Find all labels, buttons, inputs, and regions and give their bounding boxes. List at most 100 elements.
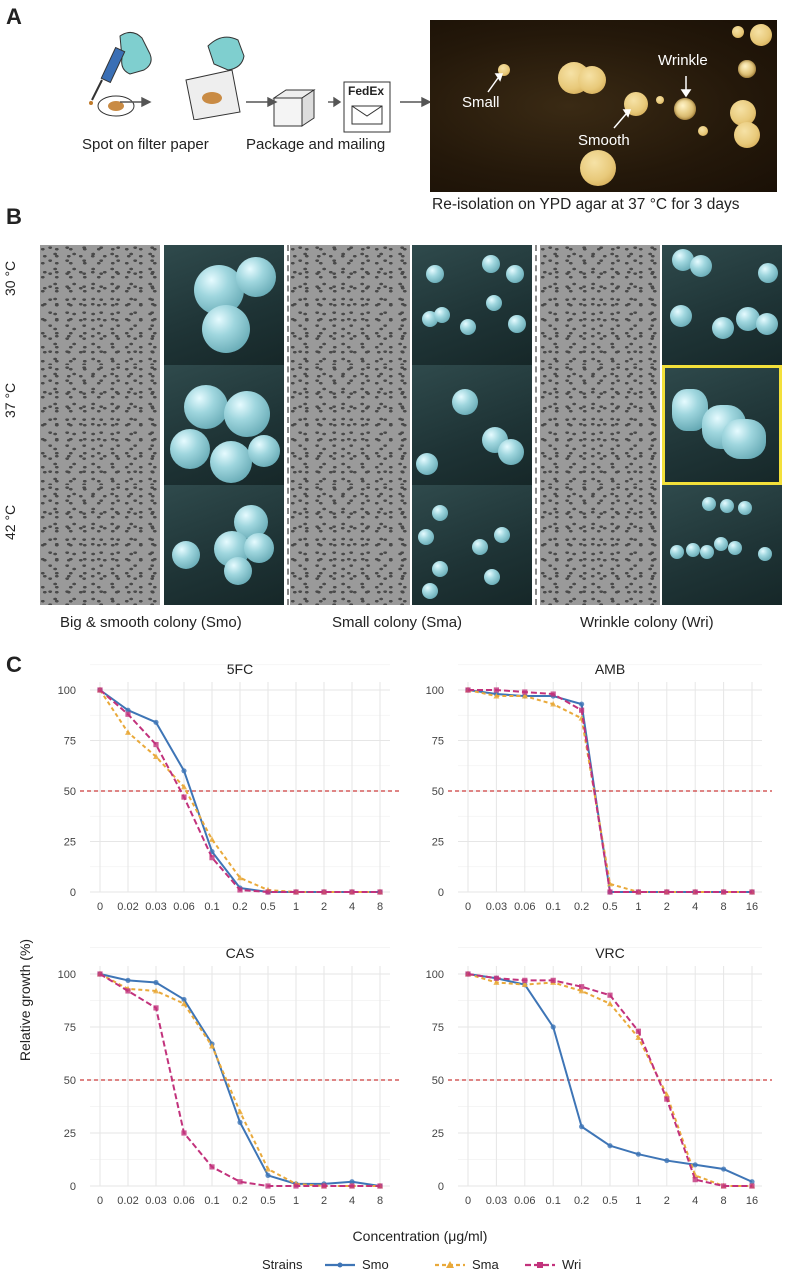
data-point-wri [125, 711, 131, 717]
temp-label-30: 30 °C [2, 260, 18, 296]
data-point-sma [521, 692, 528, 699]
data-point-wri [579, 984, 585, 990]
data-point-sma [493, 692, 500, 699]
data-point-wri [522, 689, 528, 695]
micrograph-smo-30 [40, 245, 160, 365]
y-tick-label: 75 [432, 736, 444, 748]
x-tick-label: 4 [692, 1195, 698, 1207]
arrow-icon [120, 96, 432, 108]
x-tick-label: 0 [465, 901, 471, 913]
colony-wri-42 [662, 485, 782, 605]
data-point-wri [721, 889, 727, 895]
y-tick-label: 100 [58, 685, 76, 697]
x-tick-label: 0.1 [546, 901, 561, 913]
data-point-sma [578, 987, 585, 994]
x-tick-label: 2 [664, 901, 670, 913]
panel-a-letter: A [6, 4, 22, 29]
smooth-colony [580, 150, 616, 186]
x-tick-label: 0.02 [117, 901, 138, 913]
y-tick-label: 50 [432, 786, 444, 798]
x-tick-label: 8 [377, 901, 383, 913]
filter-paper-illustration [185, 36, 245, 120]
fedex-label: FedEx [348, 84, 385, 98]
data-point-wri [97, 687, 103, 693]
data-point-sma [663, 1091, 670, 1098]
data-point-wri [749, 1183, 755, 1189]
data-point-sma [607, 880, 613, 887]
chart-title: VRC [595, 945, 625, 961]
data-point-smo [181, 996, 187, 1003]
x-tick-label: 8 [721, 1195, 727, 1207]
series-line-sma [99, 689, 380, 893]
y-tick-label: 25 [64, 837, 76, 849]
data-point-sma [153, 987, 159, 994]
micrograph-wri-37 [540, 365, 660, 485]
column-label-smo: Big & smooth colony (Smo) [60, 614, 242, 631]
colony-sma-42 [412, 485, 532, 605]
temp-label-37: 37 °C [2, 382, 18, 418]
wrinkle-colony [674, 98, 696, 120]
wrinkle-colony [738, 60, 756, 78]
x-tick-label: 0.06 [173, 1195, 194, 1207]
y-tick-label: 50 [64, 1075, 76, 1087]
data-point-sma [493, 979, 500, 985]
pointer-arrows [487, 73, 692, 129]
data-point-sma [550, 700, 557, 707]
data-point-sma [209, 1042, 215, 1049]
y-tick-label: 75 [432, 1022, 444, 1034]
x-tick-label: 0.03 [486, 901, 507, 913]
y-tick-label: 50 [432, 1075, 444, 1087]
x-tick-label: 0.5 [260, 901, 275, 913]
legend-title: Strains [262, 1257, 303, 1272]
colony-smo-42 [164, 485, 284, 605]
smooth-colony [750, 24, 772, 46]
micrograph-wri-30 [540, 245, 660, 365]
x-tick-label: 2 [321, 1195, 327, 1207]
data-point-wri [209, 855, 215, 861]
x-tick-label: 0.2 [232, 1195, 247, 1207]
data-point-smo [349, 1179, 355, 1185]
data-point-wri [692, 889, 698, 895]
data-point-wri [237, 887, 243, 893]
smooth-colony [656, 96, 664, 104]
data-point-wri [377, 889, 383, 895]
wrinkle-label: Wrinkle [658, 52, 708, 69]
data-point-sma [153, 753, 159, 760]
column-label-sma: Small colony (Sma) [332, 614, 463, 631]
smooth-colony [732, 26, 744, 38]
x-tick-label: 0.06 [514, 901, 535, 913]
x-tick-label: 8 [377, 1195, 383, 1207]
chart-amb: 0 25 50 75 100 0 0.03 0.06 0.1 0.2 0.5 1 2 4 8 16 AMB [426, 661, 772, 913]
data-point-sma [521, 981, 528, 987]
data-point-wri [293, 1183, 299, 1189]
data-point-wri [635, 889, 641, 895]
chart-title: AMB [595, 661, 625, 677]
y-tick-label: 0 [438, 1181, 444, 1193]
data-point-smo [181, 768, 187, 774]
x-tick-label: 0.03 [145, 1195, 166, 1207]
x-tick-label: 4 [349, 901, 355, 913]
smooth-colony [734, 122, 760, 148]
data-point-sma [181, 783, 187, 790]
data-point-wri [237, 1179, 243, 1185]
data-point-wri [181, 794, 187, 800]
chart-vrc: 0 25 50 75 100 0 0.03 0.06 0.1 0.2 0.5 1 2 4 8 16 VRC [426, 945, 772, 1207]
data-point-sma [265, 1165, 271, 1172]
data-point-smo [125, 977, 131, 983]
x-tick-label: 4 [349, 1195, 355, 1207]
data-point-smo [721, 1166, 727, 1172]
x-tick-label: 0.03 [145, 901, 166, 913]
data-point-wri [349, 889, 355, 895]
x-tick-label: 0.03 [486, 1195, 507, 1207]
legend-entry-sma: Sma [472, 1257, 500, 1272]
panel-c-letter: C [6, 652, 22, 677]
legend-entry-smo: Smo [362, 1257, 389, 1272]
legend-marker-wri [537, 1262, 543, 1268]
data-point-smo [153, 719, 159, 725]
data-point-wri [265, 1183, 271, 1189]
dose-response-charts: Relative growth (%) Concentration (μg/ml… [17, 661, 772, 1272]
x-tick-label: 16 [746, 1195, 758, 1207]
agar-caption: Re-isolation on YPD agar at 37 °C for 3 … [432, 196, 740, 213]
x-tick-label: 1 [635, 1195, 641, 1207]
data-point-wri [664, 1096, 670, 1102]
